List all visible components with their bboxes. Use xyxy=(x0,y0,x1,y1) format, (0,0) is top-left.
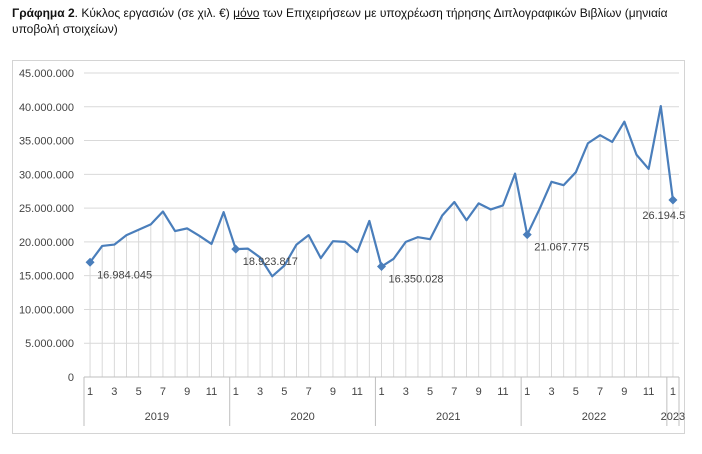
y-tick-label: 40.000.000 xyxy=(19,102,74,114)
y-tick-label: 15.000.000 xyxy=(19,271,74,283)
data-label: 16.984.045 xyxy=(97,269,152,281)
x-tick-label: 7 xyxy=(306,386,312,398)
x-tick-label: 7 xyxy=(597,386,603,398)
data-label: 18.923.817 xyxy=(243,256,298,268)
x-year-label: 2019 xyxy=(145,411,169,423)
x-tick-label: 11 xyxy=(643,386,654,398)
x-tick-label: 1 xyxy=(378,386,384,398)
y-tick-label: 30.000.000 xyxy=(19,169,74,181)
x-year-label: 2023 xyxy=(661,411,685,423)
x-tick-label: 9 xyxy=(184,386,190,398)
x-tick-label: 5 xyxy=(573,386,579,398)
data-point-marker xyxy=(85,257,95,267)
caption-text-after: των Επιχειρήσεων με υποχρέωση τήρησης Δι… xyxy=(12,6,668,36)
x-tick-label: 7 xyxy=(451,386,457,398)
y-tick-label: 0 xyxy=(68,372,74,384)
data-label: 16.350.028 xyxy=(389,274,444,286)
x-tick-label: 5 xyxy=(136,386,142,398)
chart-frame: 0 5.000.000 10.000.000 15.000.000 20.000.000… xyxy=(12,60,686,434)
x-tick-label: 11 xyxy=(352,386,363,398)
x-tick-label: 11 xyxy=(206,386,217,398)
y-tick-label: 10.000.000 xyxy=(19,304,74,316)
x-tick-label: 3 xyxy=(403,386,409,398)
x-tick-label: 3 xyxy=(257,386,263,398)
x-tick-label: 5 xyxy=(281,386,287,398)
x-tick-label: 1 xyxy=(524,386,530,398)
y-tick-label: 5.000.000 xyxy=(25,338,74,350)
x-tick-label: 9 xyxy=(330,386,336,398)
data-point-marker xyxy=(231,244,241,254)
data-label: 21.067.775 xyxy=(534,242,589,254)
x-tick-label: 9 xyxy=(621,386,627,398)
x-tick-label: 3 xyxy=(111,386,117,398)
x-tick-label: 3 xyxy=(548,386,554,398)
data-point-marker xyxy=(377,262,386,272)
x-year-label: 2021 xyxy=(436,411,460,423)
x-tick-label: 7 xyxy=(160,386,166,398)
caption-underlined-text: μόνο xyxy=(233,6,260,20)
x-tick-label: 1 xyxy=(670,386,676,398)
caption-label: Γράφημα 2 xyxy=(12,6,75,20)
y-tick-label: 25.000.000 xyxy=(19,203,74,215)
data-point-marker xyxy=(668,195,678,205)
x-year-label: 2022 xyxy=(582,411,606,423)
chart-caption: Γράφημα 2. Κύκλος εργασιών (σε χιλ. €) μ… xyxy=(12,5,692,37)
x-tick-label: 9 xyxy=(476,386,482,398)
y-tick-label: 20.000.000 xyxy=(19,237,74,249)
y-tick-label: 35.000.000 xyxy=(19,136,74,148)
caption-text-before: . Κύκλος εργασιών (σε χιλ. €) xyxy=(74,6,234,20)
y-tick-label: 45.000.000 xyxy=(19,68,74,80)
data-label: 26.194.571 xyxy=(642,210,686,222)
x-tick-label: 11 xyxy=(497,386,508,398)
x-tick-label: 5 xyxy=(427,386,433,398)
data-point-marker xyxy=(522,230,532,240)
line-chart: 0 5.000.000 10.000.000 15.000.000 20.000.000… xyxy=(19,68,686,426)
x-year-label: 2020 xyxy=(290,411,314,423)
x-tick-label: 1 xyxy=(233,386,239,398)
x-tick-label: 1 xyxy=(87,386,93,398)
